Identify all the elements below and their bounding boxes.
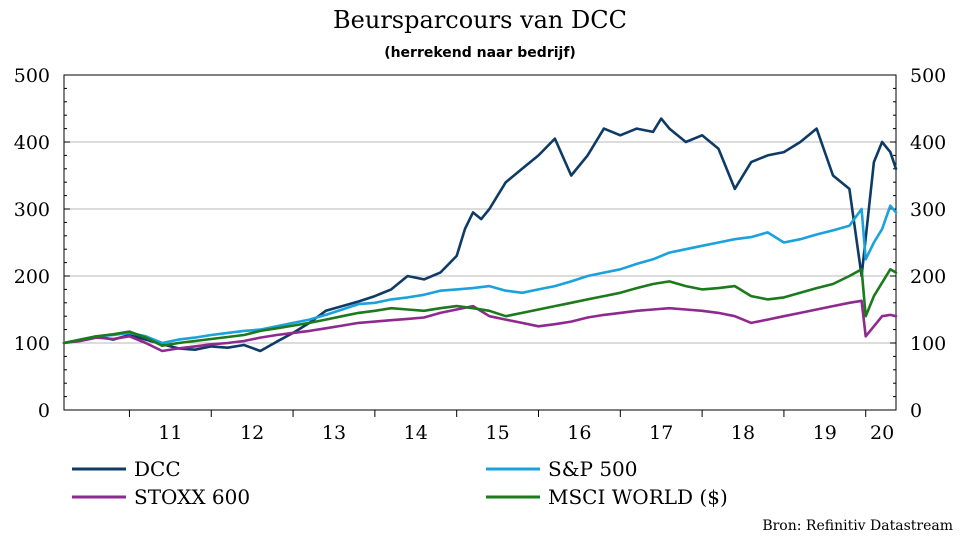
y-tick-label-left: 100 <box>14 333 50 355</box>
y-tick-label-right: 300 <box>910 199 946 221</box>
legend-label: STOXX 600 <box>134 485 250 509</box>
chart-subtitle: (herrekend naar bedrijf) <box>384 45 576 61</box>
y-tick-label-right: 200 <box>910 266 946 288</box>
y-tick-label-left: 500 <box>14 65 50 87</box>
legend-label: MSCI WORLD ($) <box>548 485 728 509</box>
x-tick-label: 18 <box>731 422 755 444</box>
series-line-s-p-500 <box>62 204 898 345</box>
y-tick-label-left: 300 <box>14 199 50 221</box>
axis-layer: 0 0 100 100 200 200 300 300 400 400 500 500 11 12 13 14… <box>14 65 947 444</box>
x-tick-label: 19 <box>813 422 837 444</box>
y-tick-label-right: 400 <box>910 132 946 154</box>
x-tick-label: 15 <box>485 422 509 444</box>
legend: DCC S&P 500 STOXX 600 MSCI WORLD ($) <box>72 457 728 509</box>
y-tick-label-right: 500 <box>910 65 946 87</box>
x-tick-label: 11 <box>158 422 182 444</box>
series-line-msci-world <box>62 267 898 348</box>
grid-layer <box>64 141 896 344</box>
legend-label: DCC <box>134 457 181 481</box>
y-tick-label-left: 200 <box>14 266 50 288</box>
legend-label: S&P 500 <box>548 457 638 481</box>
plot-frame <box>63 74 897 411</box>
series-layer <box>62 117 898 353</box>
y-tick-label-right: 100 <box>910 333 946 355</box>
y-tick-label-left: 0 <box>38 400 50 422</box>
x-tick-label: 12 <box>240 422 264 444</box>
series-line-stoxx-600 <box>62 299 898 353</box>
source-note: Bron: Refinitiv Datastream <box>762 518 953 534</box>
y-tick-label-right: 0 <box>910 400 922 422</box>
y-tick-label-left: 400 <box>14 132 50 154</box>
x-tick-label: 16 <box>567 422 591 444</box>
x-tick-label: 14 <box>404 422 428 444</box>
x-tick-label: 13 <box>322 422 346 444</box>
series-line-dcc <box>62 117 898 353</box>
chart-title: Beursparcours van DCC <box>333 6 627 34</box>
x-tick-label: 20 <box>870 422 894 444</box>
x-tick-label: 17 <box>649 422 673 444</box>
